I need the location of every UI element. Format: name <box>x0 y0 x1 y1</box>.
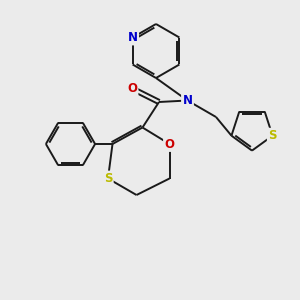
Text: N: N <box>182 94 193 107</box>
Text: S: S <box>268 129 277 142</box>
Text: S: S <box>104 172 112 185</box>
Text: O: O <box>164 137 175 151</box>
Text: N: N <box>128 31 138 44</box>
Text: O: O <box>127 82 137 95</box>
